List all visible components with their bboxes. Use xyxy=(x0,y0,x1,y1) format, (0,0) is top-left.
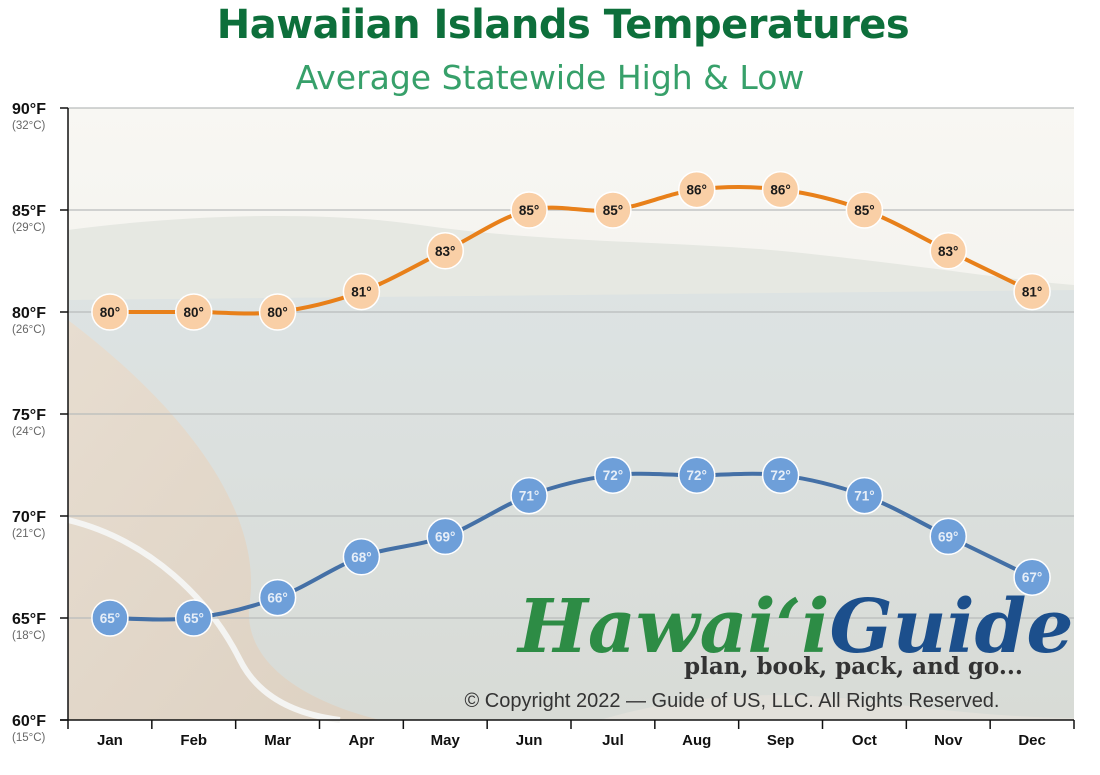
y-tick-label: 85°F xyxy=(12,203,46,220)
series-1-data-label: 72° xyxy=(770,468,790,483)
logo-tagline: plan, book, pack, and go... xyxy=(684,653,1023,680)
series-0-data-label: 86° xyxy=(770,183,790,198)
y-tick-label: 70°F xyxy=(12,509,46,526)
series-1-marker xyxy=(426,517,464,556)
x-tick-label: Dec xyxy=(1018,732,1046,749)
x-tick-label: Jul xyxy=(602,732,624,749)
y-tick-sublabel: (15°C) xyxy=(12,732,46,744)
x-tick-label: Mar xyxy=(264,732,291,749)
y-tick-sublabel: (18°C) xyxy=(12,630,46,642)
chart-subtitle: Average Statewide High & Low xyxy=(295,58,805,97)
x-tick-label: Oct xyxy=(852,732,877,749)
series-0-data-label: 80° xyxy=(184,305,204,320)
x-tick-label: Jan xyxy=(97,732,123,749)
y-tick-label: 60°F xyxy=(12,713,46,730)
y-tick-label: 75°F xyxy=(12,407,46,424)
series-1-marker xyxy=(678,456,716,494)
series-1-data-label: 65° xyxy=(100,611,120,626)
y-tick-sublabel: (26°C) xyxy=(12,324,46,336)
series-1-data-label: 69° xyxy=(435,529,455,544)
y-tick-sublabel: (29°C) xyxy=(12,222,46,234)
y-tick-label: 90°F xyxy=(12,101,46,118)
series-1-data-label: 66° xyxy=(267,591,287,606)
grid-lines xyxy=(68,107,1074,619)
series-1-marker xyxy=(91,599,129,637)
x-axis-ticks: Jan Feb Mar Apr May Jun Jul Aug Sep Oct Nov Dec xyxy=(67,720,1075,749)
series-1-data-label: 71° xyxy=(519,489,539,504)
series-1-data-label: 71° xyxy=(854,489,874,504)
series-0-marker xyxy=(258,293,297,331)
series-1-marker xyxy=(1013,558,1051,596)
series-1-data-label: 68° xyxy=(351,550,371,565)
series-1-marker xyxy=(175,599,213,637)
x-tick-label: Apr xyxy=(348,732,374,749)
series-0-data-label: 80° xyxy=(267,305,287,320)
y-tick-sublabel: (32°C) xyxy=(12,120,46,132)
series-0-marker xyxy=(1013,272,1051,311)
series-0-data-label: 85° xyxy=(854,203,874,218)
series-1-marker xyxy=(258,578,297,617)
x-tick-label: Sep xyxy=(767,732,795,749)
series-0-marker xyxy=(342,272,381,311)
series-0-marker xyxy=(594,191,632,229)
series-1-data-label: 69° xyxy=(938,529,958,544)
series-0-marker xyxy=(761,170,800,209)
series-0-marker xyxy=(91,293,129,331)
series-0-marker xyxy=(510,191,548,229)
series-1-data-label: 72° xyxy=(603,468,623,483)
series-1-marker xyxy=(342,538,381,576)
series-1-marker xyxy=(594,456,632,494)
series-1-marker xyxy=(510,476,548,515)
x-tick-label: Nov xyxy=(934,732,963,749)
series-0-data-label: 81° xyxy=(1022,285,1042,300)
series-0-data-label: 81° xyxy=(351,285,371,300)
series-0-data-label: 83° xyxy=(938,244,958,259)
series-layer: 80° 80° 80° 81° 83° 85° 85° 86° 86° 85° 83° 81° 65° 6… xyxy=(91,170,1051,637)
series-0-data-label: 80° xyxy=(100,305,120,320)
y-axis-ticks: 60°F (15°C) 65°F (18°C) 70°F (21°C) 75°F (24°C)… xyxy=(12,101,68,744)
y-tick-label: 65°F xyxy=(12,611,46,628)
series-0-data-label: 86° xyxy=(687,183,707,198)
x-tick-label: Aug xyxy=(682,732,711,749)
series-0-marker xyxy=(175,293,213,331)
y-tick-sublabel: (24°C) xyxy=(12,426,46,438)
hawaii-guide-logo: HawaiʻiGuide plan, book, pack, and go... xyxy=(516,584,1073,680)
series-0-marker xyxy=(929,232,967,270)
series-1-data-label: 65° xyxy=(184,611,204,626)
x-tick-label: Jun xyxy=(516,732,543,749)
chart-title: Hawaiian Islands Temperatures xyxy=(216,2,910,48)
y-tick-label: 80°F xyxy=(12,305,46,322)
series-0-data-label: 85° xyxy=(603,203,623,218)
x-tick-label: May xyxy=(431,732,461,749)
logo-wordmark: HawaiʻiGuide xyxy=(516,584,1073,670)
series-0-marker xyxy=(426,232,464,270)
series-1-marker xyxy=(761,456,800,494)
series-0-marker xyxy=(678,170,716,209)
y-tick-sublabel: (21°C) xyxy=(12,528,46,540)
series-1-data-label: 67° xyxy=(1022,570,1042,585)
x-tick-label: Feb xyxy=(180,732,207,749)
copyright-notice: © Copyright 2022 — Guide of US, LLC. All… xyxy=(465,690,1000,712)
series-1-marker xyxy=(929,517,967,556)
series-1-data-label: 72° xyxy=(687,468,707,483)
series-1-marker xyxy=(845,476,884,515)
series-0-marker xyxy=(845,191,884,229)
series-0-data-label: 85° xyxy=(519,203,539,218)
series-0-data-label: 83° xyxy=(435,244,455,259)
